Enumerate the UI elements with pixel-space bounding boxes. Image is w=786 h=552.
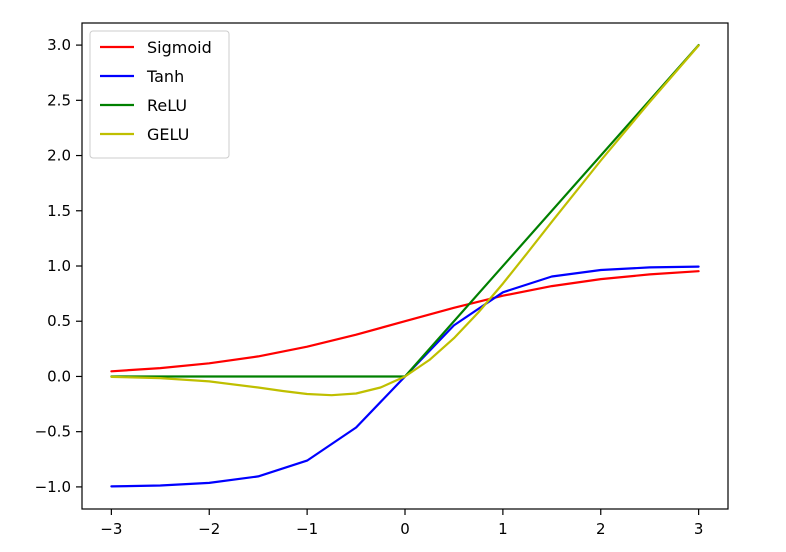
y-tick-label: 1.5 (47, 202, 71, 220)
legend-label-relu: ReLU (147, 96, 187, 115)
x-tick-label: 0 (400, 520, 410, 538)
y-tick-label: 0.5 (47, 312, 71, 330)
series-line-gelu (110, 44, 700, 397)
y-tick-label: −0.5 (35, 423, 71, 441)
legend-label-gelu: GELU (147, 125, 189, 144)
y-tick-label: −1.0 (35, 478, 71, 496)
x-tick-label: −1 (296, 520, 318, 538)
legend-box (89, 30, 230, 159)
y-tick-label: 2.5 (47, 91, 71, 109)
x-tick-label: −2 (198, 520, 220, 538)
y-tick-label: 2.0 (47, 147, 71, 165)
x-tick-label: 2 (596, 520, 606, 538)
legend: Sigmoid Tanh ReLU GELU (89, 30, 230, 159)
x-axis-ticks: −3 −2 −1 0 1 2 3 (100, 509, 703, 538)
y-axis-ticks: −1.0 −0.5 0.0 0.5 1.0 1.5 2.0 2.5 3.0 (35, 36, 82, 496)
y-tick-label: 0.0 (47, 367, 71, 385)
legend-label-sigmoid: Sigmoid (147, 38, 212, 57)
x-tick-label: 1 (498, 520, 508, 538)
x-tick-label: −3 (100, 520, 122, 538)
series-line-sigmoid (110, 270, 700, 373)
legend-label-tanh: Tanh (146, 67, 184, 86)
series-lines (110, 44, 700, 488)
y-tick-label: 3.0 (47, 36, 71, 54)
y-tick-label: 1.0 (47, 257, 71, 275)
x-tick-label: 3 (694, 520, 704, 538)
